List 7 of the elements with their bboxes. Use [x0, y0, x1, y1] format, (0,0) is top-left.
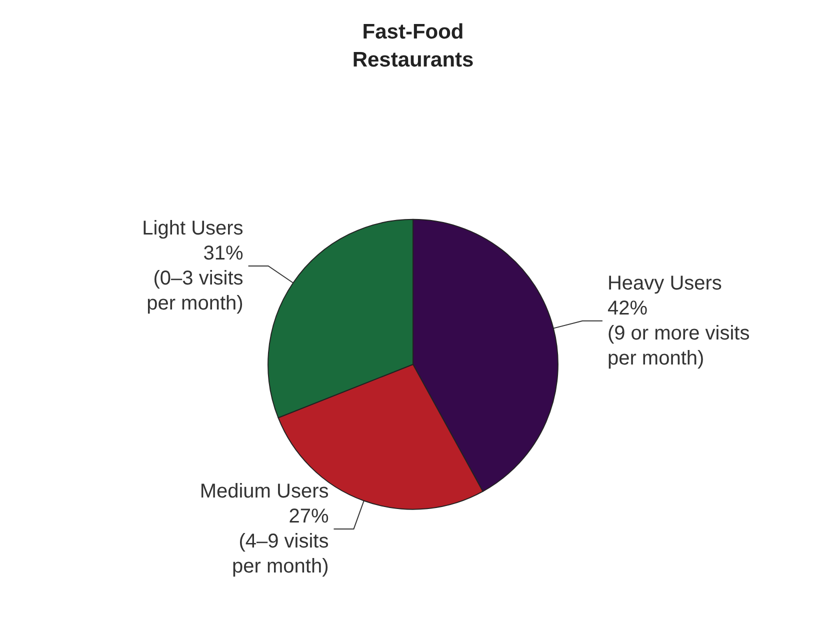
slice-label: Heavy Users [607, 272, 722, 294]
slice-label: Light Users [142, 218, 244, 240]
data-label: 42% (9 or more visits per month) [607, 297, 750, 370]
data-label: 31% (0–3 visits per month) [146, 242, 244, 315]
slice-label: Medium Users [200, 480, 329, 502]
data-label: 27% (4–9 visits per month) [232, 505, 329, 578]
chart-title: Fast-Food Restaurants [352, 20, 474, 72]
